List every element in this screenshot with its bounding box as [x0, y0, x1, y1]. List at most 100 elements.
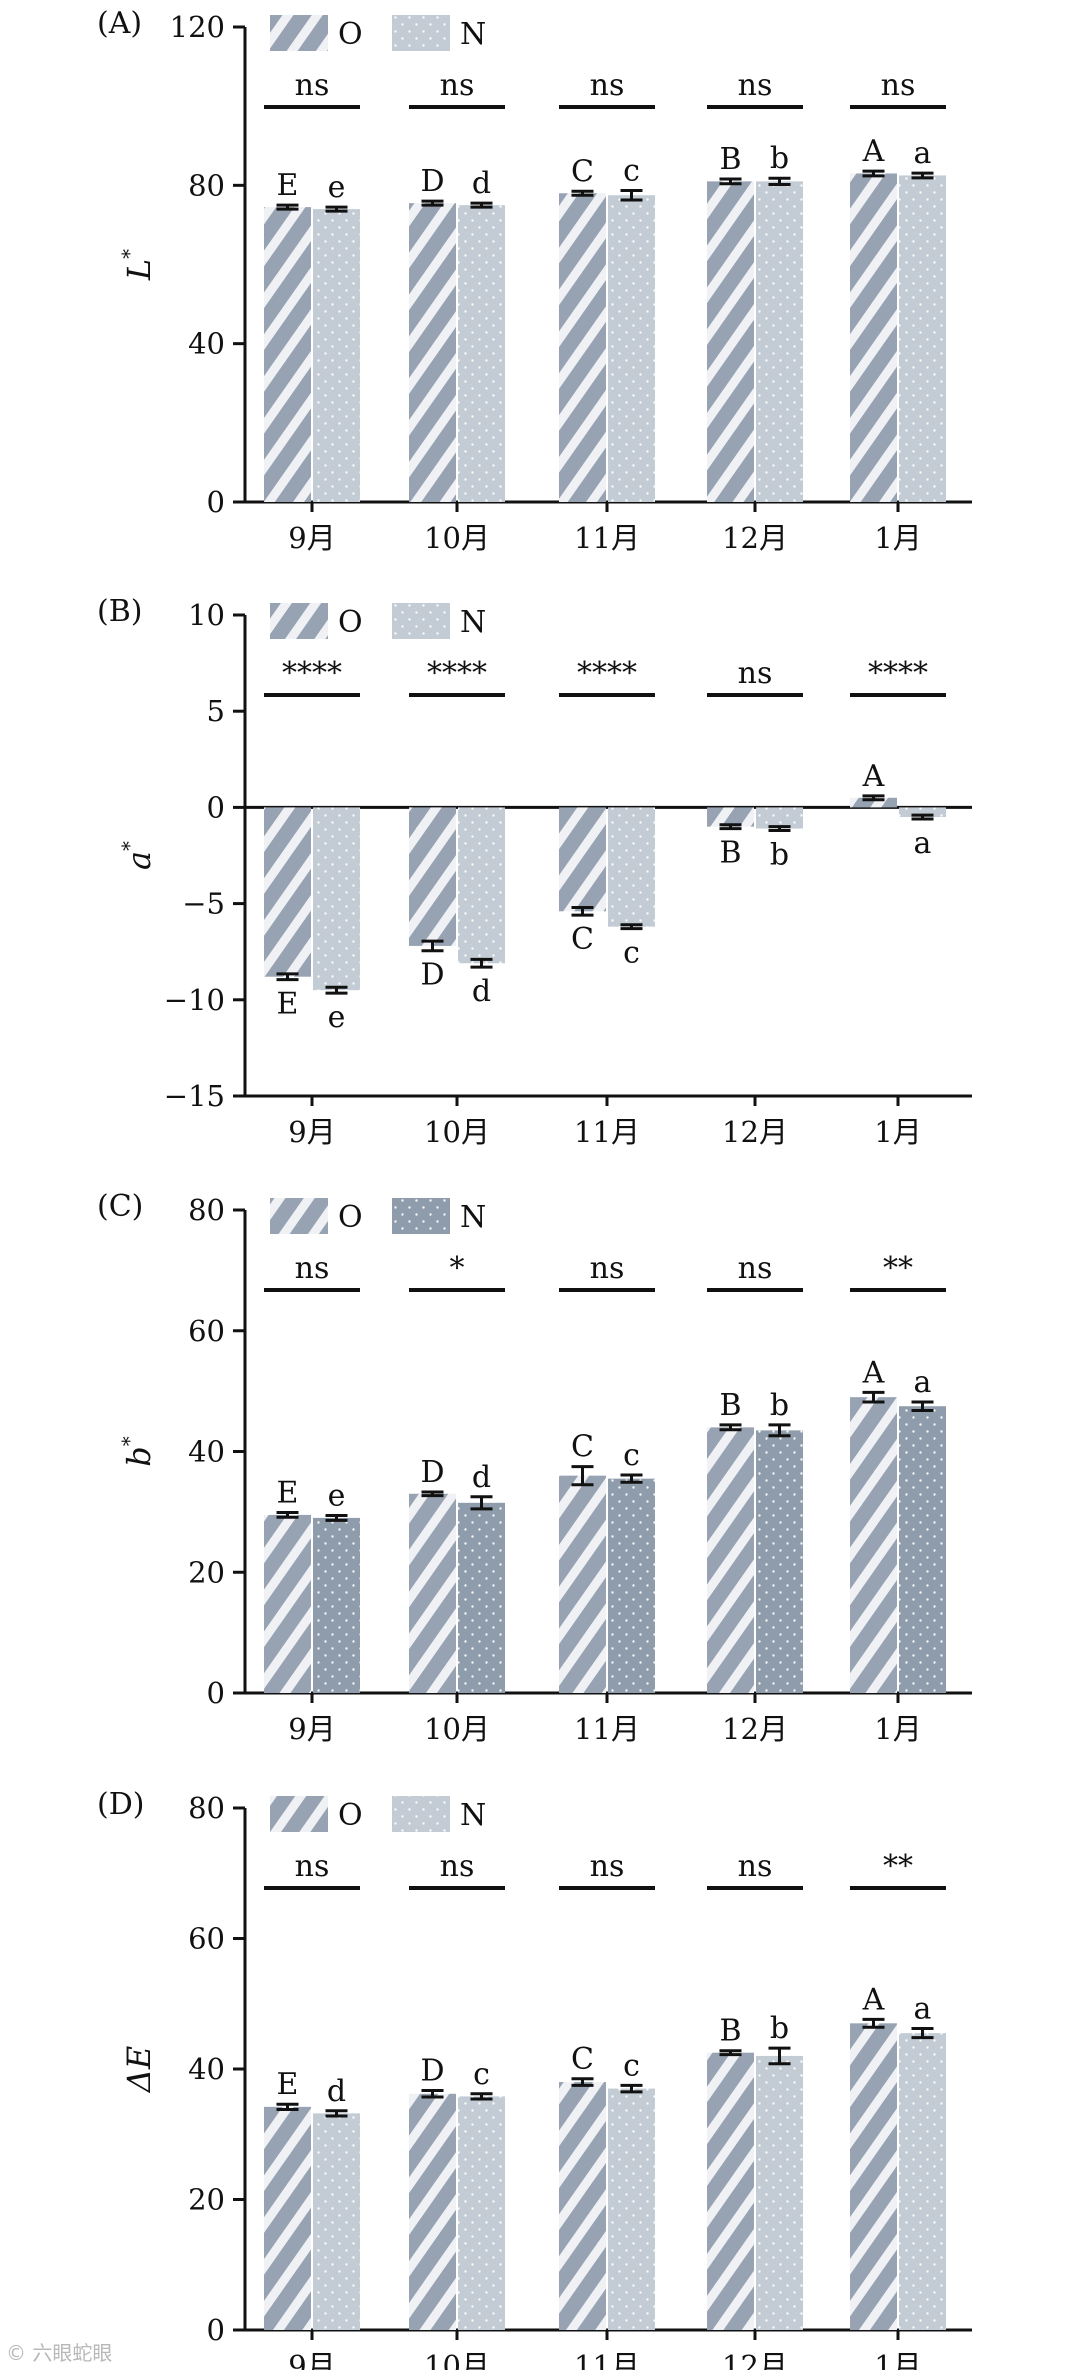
group-letter: b [770, 2011, 789, 2046]
group-letter: c [473, 2057, 490, 2092]
group-letter: a [914, 1365, 932, 1400]
x-tick-label: 11月 [574, 521, 640, 555]
x-tick-label: 12月 [722, 1115, 788, 1149]
panel-d: (D) 0 20 40 60 80 ΔE O Nns E d 9月 ns D c 10月 ns C c 11月 ns B b… [97, 1787, 972, 2370]
significance-label: **** [577, 656, 637, 691]
legend-label-n: N [460, 1798, 486, 1833]
group-letter: c [623, 936, 640, 971]
group-letter: c [623, 153, 640, 188]
watermark: © 六眼蛇眼 [6, 2341, 113, 2365]
bar-n [313, 807, 360, 991]
group-letter: b [770, 1388, 789, 1423]
x-tick-label: 9月 [288, 2349, 335, 2370]
bar-o [264, 2106, 311, 2330]
y-tick-label: 60 [188, 1922, 225, 1956]
y-axis-label: b* [117, 1436, 158, 1466]
y-tick-label: −5 [182, 887, 225, 921]
y-tick-label: 60 [188, 1314, 225, 1348]
legend-swatch-n [392, 1198, 450, 1234]
y-tick-label: 40 [188, 1435, 225, 1469]
x-tick-label: 12月 [722, 1712, 788, 1746]
bar-o [559, 193, 606, 502]
bar-o [559, 1475, 606, 1693]
y-axis-label: L* [117, 249, 158, 281]
group-letter: B [719, 142, 741, 177]
group-letter: c [623, 1438, 640, 1473]
bar-n [756, 807, 803, 829]
y-tick-label: 40 [188, 2052, 225, 2086]
x-tick-label: 10月 [424, 1115, 490, 1149]
bar-n [899, 807, 946, 818]
group-letter: a [914, 136, 932, 171]
bar-o [264, 1514, 311, 1693]
group-letter: A [862, 759, 885, 794]
group-letter: d [472, 1460, 491, 1495]
x-tick-label: 10月 [424, 521, 490, 555]
bar-n [458, 205, 505, 502]
legend-label-o: O [338, 605, 363, 640]
x-tick-label: 11月 [574, 1115, 640, 1149]
group-letter: E [277, 2067, 299, 2102]
significance-label: ns [738, 656, 773, 691]
group-letter: D [420, 164, 444, 199]
x-tick-label: 9月 [288, 1115, 335, 1149]
y-tick-label: 0 [207, 1676, 225, 1710]
group-letter: d [472, 166, 491, 201]
x-tick-label: 11月 [574, 1712, 640, 1746]
bar-o [707, 2052, 754, 2330]
significance-label: ns [590, 1849, 625, 1884]
y-tick-label: 10 [188, 598, 225, 632]
y-tick-label: 40 [188, 327, 225, 361]
x-tick-label: 9月 [288, 521, 335, 555]
y-axis-label: ΔE [120, 2046, 158, 2094]
significance-label: ns [295, 1251, 330, 1286]
group-letter: D [420, 2054, 444, 2089]
y-tick-label: 0 [207, 790, 225, 824]
y-tick-label: 20 [188, 2183, 225, 2217]
legend-swatch-o [270, 15, 328, 51]
bar-n [313, 209, 360, 503]
x-tick-label: 11月 [574, 2349, 640, 2370]
bar-o [850, 1397, 897, 1693]
panel-label: (A) [97, 6, 142, 41]
group-letter: C [571, 1430, 594, 1465]
bar-o [850, 797, 897, 808]
legend-swatch-n [392, 603, 450, 639]
group-letter: b [770, 141, 789, 176]
bar-n [756, 2055, 803, 2330]
x-tick-label: 12月 [722, 521, 788, 555]
legend-label-o: O [338, 1200, 363, 1235]
bar-n [313, 1517, 360, 1693]
y-tick-label: −15 [164, 1079, 225, 1113]
group-letter: a [914, 1992, 932, 2027]
x-tick-label: 1月 [874, 1115, 921, 1149]
group-letter: c [623, 2048, 640, 2083]
bar-o [409, 807, 456, 946]
x-tick-label: 10月 [424, 1712, 490, 1746]
significance-label: ns [738, 68, 773, 103]
y-tick-label: 20 [188, 1555, 225, 1589]
group-letter: d [327, 2074, 346, 2109]
group-letter: E [277, 168, 299, 203]
bar-n [458, 2096, 505, 2330]
group-letter: E [277, 987, 299, 1022]
significance-label: ** [883, 1251, 913, 1286]
panel-label: (D) [97, 1787, 144, 1822]
significance-label: **** [427, 656, 487, 691]
group-letter: e [328, 170, 346, 205]
x-tick-label: 9月 [288, 1712, 335, 1746]
legend-label-n: N [460, 605, 486, 640]
legend-swatch-n [392, 1796, 450, 1832]
group-letter: a [914, 826, 932, 861]
bar-o [850, 2023, 897, 2330]
y-tick-label: 0 [207, 2313, 225, 2347]
significance-label: ns [881, 68, 916, 103]
bar-n [756, 181, 803, 502]
group-letter: B [719, 1388, 741, 1423]
legend-label-o: O [338, 1798, 363, 1833]
panel-b: (B) −15 −10 −5 0 5 10 a* O N **** E e 9月 **** D d 10月 ****… [97, 594, 972, 1149]
bar-o [707, 807, 754, 827]
legend-swatch-o [270, 1198, 328, 1234]
y-tick-label: 0 [207, 485, 225, 519]
